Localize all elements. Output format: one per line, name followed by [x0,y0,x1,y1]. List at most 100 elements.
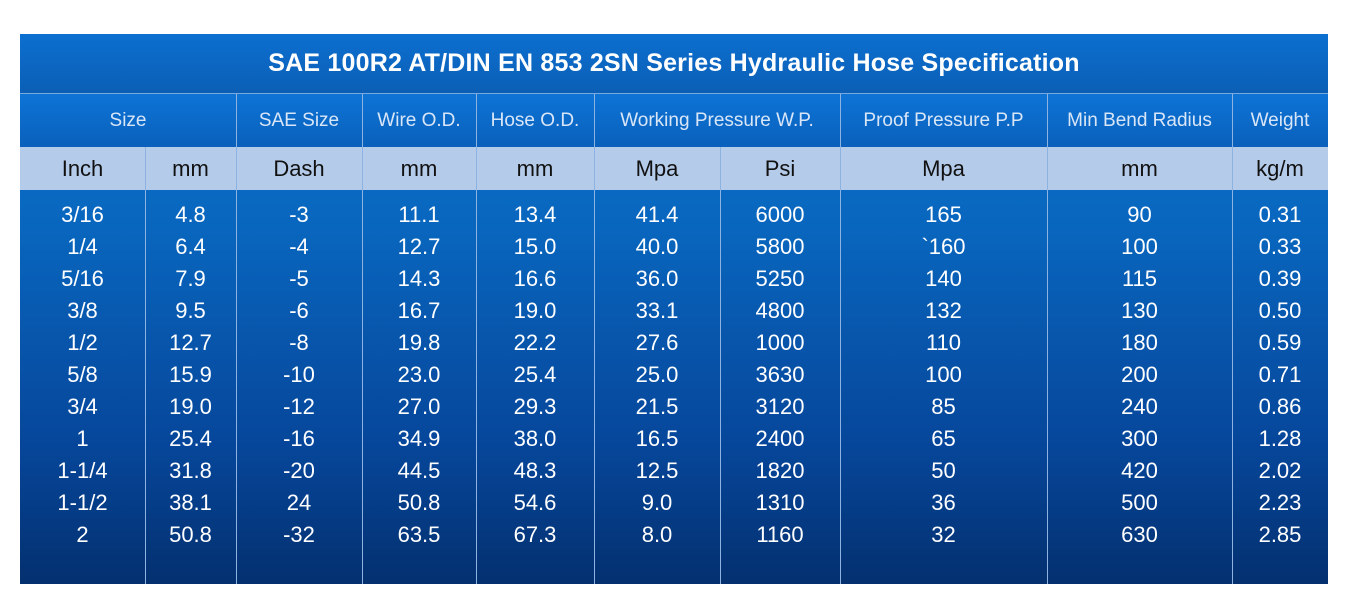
table-body: 3/16 4.8 -3 11.1 13.4 41.4 6000 165 90 0.31 1/4 6.4… [20,199,1328,579]
table-cell: -16 [283,426,315,451]
table-cell: 9.5 [175,298,206,323]
table-title: SAE 100R2 AT/DIN EN 853 2SN Series Hydra… [20,34,1328,94]
unit-header: Mpa [635,155,679,181]
table-cell: 44.5 [397,458,441,483]
column-group-header: Working Pressure W.P. [620,109,814,131]
table-cell: -32 [283,522,315,547]
table-cell: 0.50 [1258,298,1302,323]
table-cell: 21.5 [635,394,679,419]
table-cell: 36.0 [635,266,679,291]
table-cell: 29.3 [513,394,557,419]
table-cell: 5250 [755,266,805,291]
table-cell: -8 [289,330,309,355]
table-row: 2 50.8 -32 63.5 67.3 8.0 1160 32 630 2.85 [20,519,1328,551]
table-cell: 5/8 [67,362,98,387]
table-cell: 6.4 [175,234,206,259]
table-cell: 6000 [755,202,805,227]
table-cell: 23.0 [397,362,441,387]
table-cell: 0.71 [1258,362,1302,387]
column-group-header: Proof Pressure P.P [863,109,1024,131]
table-cell: 3630 [755,362,805,387]
table-cell: 9.0 [641,490,673,515]
table-cell: 2 [76,522,89,547]
table-cell: 1/2 [67,330,98,355]
column-divider [1232,94,1233,584]
spec-table: SAE 100R2 AT/DIN EN 853 2SN Series Hydra… [20,34,1328,584]
table-cell: 100 [1121,234,1158,259]
table-cell: 12.7 [169,330,212,355]
table-row: 1/4 6.4 -4 12.7 15.0 40.0 5800 `160 100 0.33 [20,231,1328,263]
column-divider [594,94,595,584]
table-cell: 22.2 [513,330,557,355]
table-cell: 36 [931,490,956,515]
column-divider [236,94,237,584]
table-cell: 300 [1121,426,1158,451]
unit-header: mm [516,155,554,181]
table-cell: 200 [1121,362,1158,387]
table-cell: 15.0 [513,234,557,259]
table-cell: 3/8 [67,298,98,323]
table-cell: `160 [921,234,966,259]
table-cell: 5800 [755,234,805,259]
table-cell: 5/16 [61,266,104,291]
table-row: 3/16 4.8 -3 11.1 13.4 41.4 6000 165 90 0.31 [20,199,1328,231]
table-cell: 31.8 [169,458,212,483]
unit-header: kg/m [1256,155,1304,181]
table-cell: 130 [1121,298,1158,323]
table-cell: 2.85 [1258,522,1302,547]
table-cell: 16.6 [513,266,557,291]
column-divider [720,147,721,584]
table-cell: 3/4 [67,394,98,419]
table-cell: 1160 [756,522,804,547]
unit-header: Dash [273,155,325,181]
unit-header: mm [1121,155,1158,181]
table-cell: 25.4 [169,426,212,451]
table-cell: 25.0 [635,362,679,387]
table-row: 1 25.4 -16 34.9 38.0 16.5 2400 65 300 1.28 [20,423,1328,455]
table-cell: 85 [931,394,956,419]
table-cell: 50.8 [397,490,441,515]
table-cell: 19.0 [169,394,212,419]
table-cell: 2.23 [1258,490,1302,515]
table-cell: 132 [925,298,962,323]
table-row: 1-1/2 38.1 24 50.8 54.6 9.0 1310 36 500 2.23 [20,487,1328,519]
header-row: Size SAE Size Wire O.D. Hose O.D. Working Pr… [20,94,1328,147]
table-cell: 38.1 [169,490,212,515]
table-cell: 100 [925,362,962,387]
table-cell: 0.86 [1258,394,1302,419]
table-cell: 500 [1121,490,1158,515]
column-group-header: Size [109,109,147,131]
table-cell: 0.33 [1258,234,1302,259]
table-row: 1-1/4 31.8 -20 44.5 48.3 12.5 1820 50 420 2.02 [20,455,1328,487]
column-group-header: Hose O.D. [490,109,580,131]
column-divider [145,147,146,584]
table-cell: 65 [931,426,956,451]
unit-header: mm [400,155,438,181]
table-cell: 13.4 [513,202,557,227]
table-cell: 90 [1127,202,1152,227]
table-cell: 180 [1121,330,1158,355]
table-cell: 2400 [755,426,805,451]
unit-header: Psi [764,155,796,181]
table-cell: 7.9 [175,266,206,291]
table-row: 3/4 19.0 -12 27.0 29.3 21.5 3120 85 240 0.86 [20,391,1328,423]
table-cell: 27.0 [397,394,441,419]
table-cell: 1-1/4 [57,458,108,483]
table-cell: 0.31 [1258,202,1302,227]
table-cell: 1-1/2 [57,490,108,515]
table-cell: 34.9 [397,426,441,451]
column-divider [840,94,841,584]
table-cell: 67.3 [513,522,557,547]
column-divider [1047,94,1048,584]
table-cell: 33.1 [635,298,679,323]
column-divider [362,94,363,584]
table-cell: 630 [1121,522,1158,547]
table-cell: -5 [289,266,309,291]
column-group-header: Min Bend Radius [1067,109,1212,131]
table-cell: 4.8 [175,202,206,227]
table-cell: -3 [289,202,309,227]
table-cell: 0.39 [1258,266,1302,291]
unit-header: mm [172,155,209,181]
table-cell: 19.8 [397,330,441,355]
unit-row: Inch mm Dash mm mm Mpa Psi Mpa mm kg/m [20,147,1328,190]
